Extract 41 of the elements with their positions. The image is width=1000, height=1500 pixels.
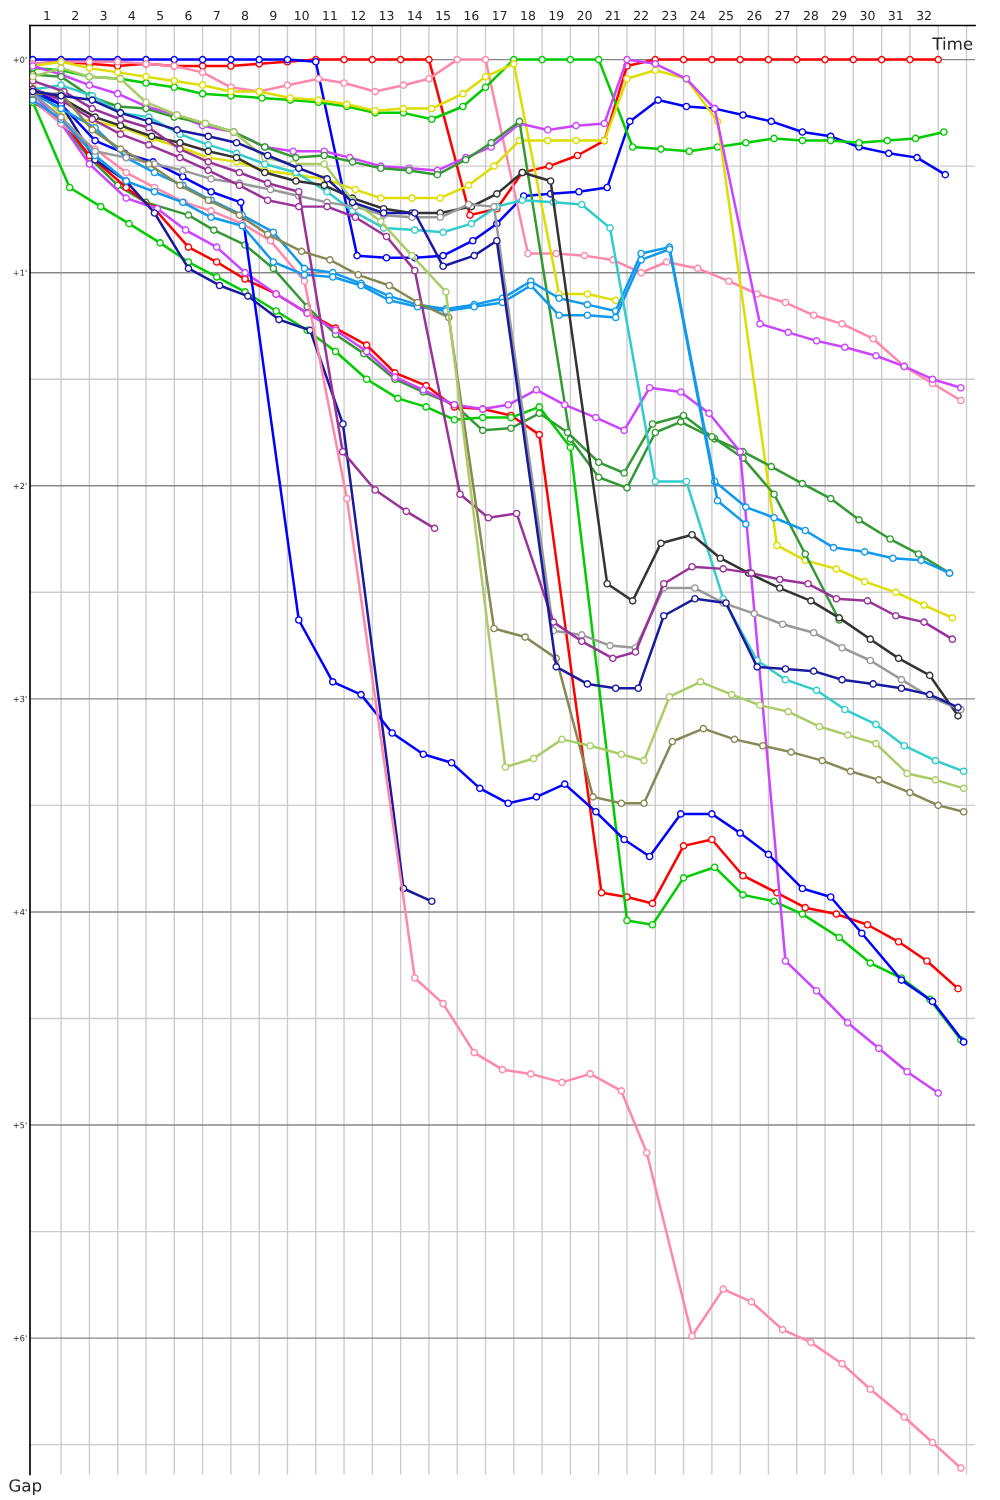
y-tick-label: +3' xyxy=(13,695,27,703)
y-tick-label: +4' xyxy=(13,909,27,916)
x-tick-label: 32 xyxy=(917,10,931,21)
x-tick-label: 18 xyxy=(521,10,536,21)
x-tick-label: 24 xyxy=(690,10,705,21)
x-tick-label: 27 xyxy=(775,10,790,21)
x-tick-label: 15 xyxy=(436,11,450,21)
x-tick-label: 6 xyxy=(185,10,192,21)
x-tick-label: 29 xyxy=(832,10,847,21)
y-tick-label: +5' xyxy=(13,1122,27,1129)
y-tick-label: +2' xyxy=(13,482,27,489)
x-tick-label: 10 xyxy=(295,10,309,21)
x-tick-label: 31 xyxy=(888,10,903,21)
y-tick-label: +1' xyxy=(13,269,27,276)
x-tick-label: 12 xyxy=(351,10,365,21)
x-tick-label: 28 xyxy=(803,10,818,21)
x-tick-label: 1 xyxy=(44,11,50,21)
x-tick-label: 8 xyxy=(241,10,249,21)
x-tick-label: 9 xyxy=(270,10,277,21)
x-tick-label: 26 xyxy=(747,10,762,21)
x-tick-label: 19 xyxy=(549,10,564,21)
x-tick-label: 3 xyxy=(100,10,107,21)
x-tick-label: 20 xyxy=(577,10,592,21)
x-tick-label: 16 xyxy=(464,10,479,21)
x-tick-label: 14 xyxy=(408,11,423,21)
x-tick-label: 13 xyxy=(379,10,394,21)
y-tick-label: +6' xyxy=(13,1335,27,1342)
x-tick-label: 2 xyxy=(72,10,78,21)
x-tick-label: 5 xyxy=(157,11,164,21)
x-tick-label: 25 xyxy=(718,10,733,21)
x-tick-label: 23 xyxy=(662,10,677,21)
x-tick-label: 4 xyxy=(128,11,136,21)
x-tick-label: 7 xyxy=(213,11,220,21)
x-tick-label: 30 xyxy=(860,10,875,21)
x-tick-label: 22 xyxy=(634,10,648,21)
x-tick-label: 21 xyxy=(605,10,620,21)
x-tick-label: 11 xyxy=(323,11,337,21)
y-axis-title: Gap xyxy=(9,1479,42,1495)
y-tick-label: +0' xyxy=(13,56,27,63)
x-tick-label: 17 xyxy=(493,11,507,21)
x-axis-title: Time xyxy=(932,37,973,50)
